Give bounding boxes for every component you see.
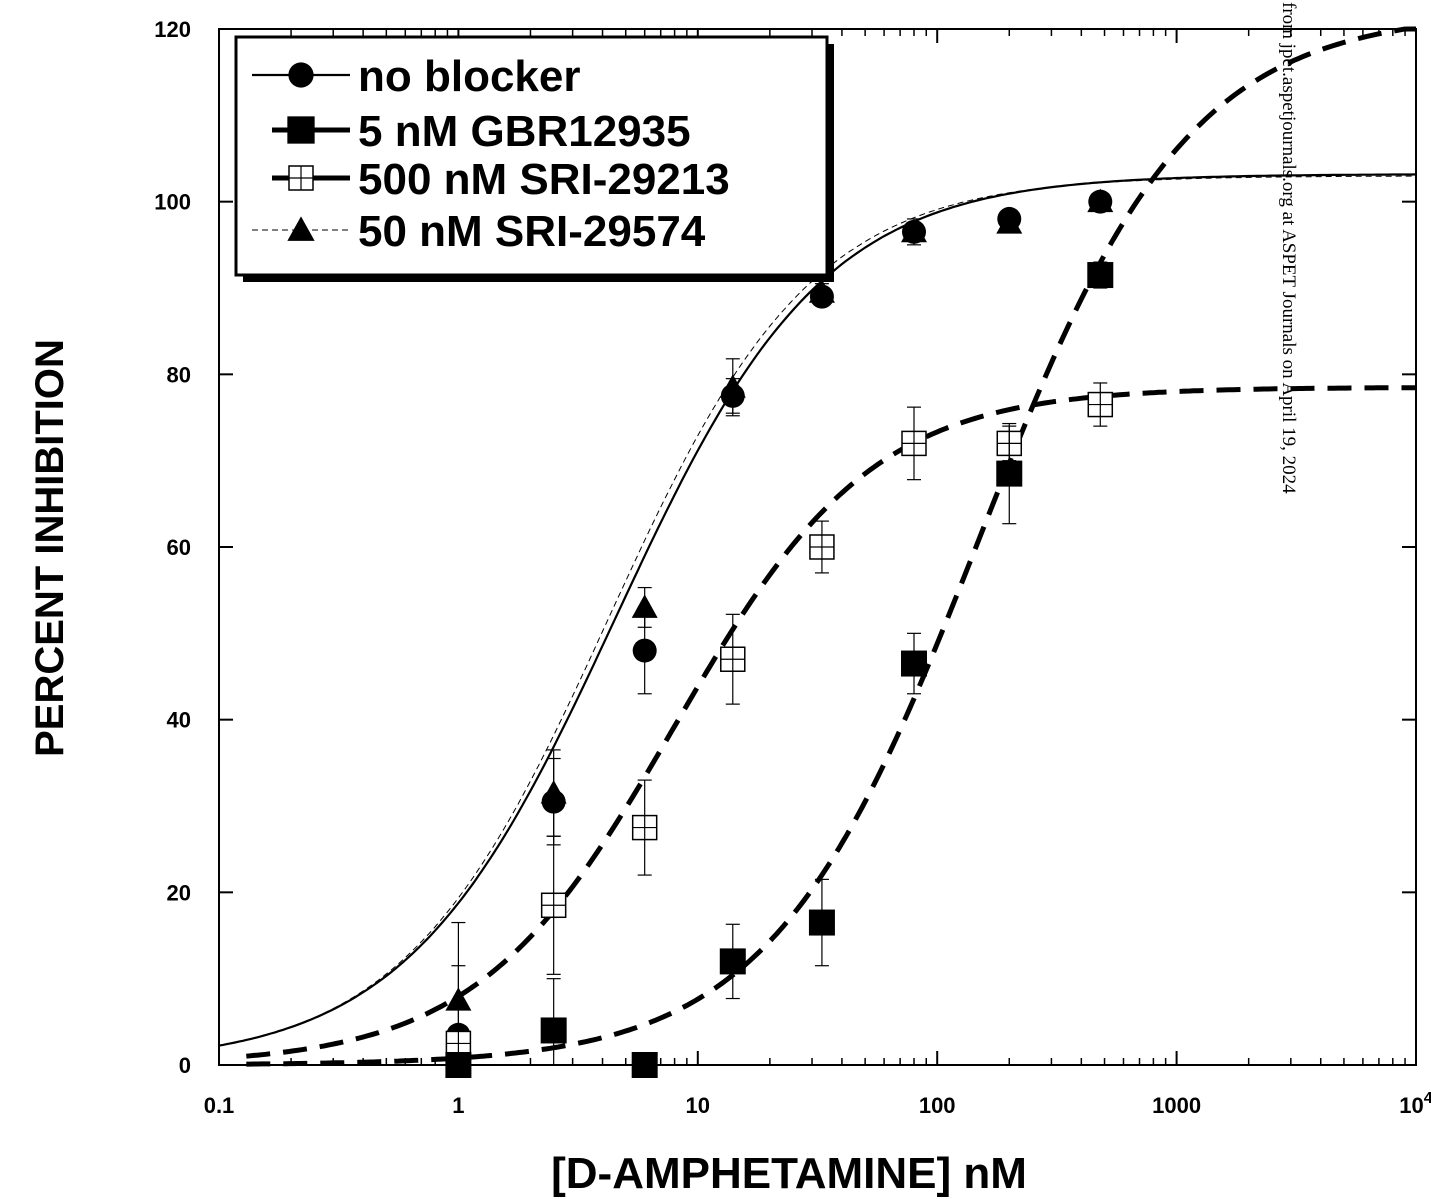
fit-curve [218, 173, 1417, 1047]
marker-open-square [901, 430, 927, 457]
x-axis-title: [D-AMPHETAMINE] nM [551, 1149, 1027, 1198]
y-tick-label: 100 [154, 190, 191, 215]
x-tick-label: 1 [452, 1093, 464, 1118]
marker-square [540, 1017, 567, 1044]
marker-open-square [540, 892, 567, 919]
x-tick-label: 10 [686, 1093, 710, 1118]
marker-circle [1088, 189, 1113, 214]
plot-area: 0 20 40 60 80 100 120 0.1 1 10 100 1000 104 [154, 17, 1431, 1118]
y-tick-label: 120 [154, 17, 191, 42]
marker-triangle [287, 216, 315, 241]
data-points [445, 188, 1114, 1078]
marker-circle [541, 789, 566, 814]
marker-open-square [720, 646, 746, 672]
watermark-text: from jpet.aspetjournals.org at ASPET Jou… [1278, 2, 1299, 494]
marker-open-square [288, 165, 314, 191]
marker-open-square [445, 1030, 472, 1057]
marker-square [287, 116, 315, 144]
y-tick-label: 60 [167, 535, 191, 560]
legend-label: no blocker [358, 52, 581, 101]
marker-square [808, 909, 835, 936]
y-tick-label: 80 [167, 362, 191, 387]
marker-square [900, 650, 927, 677]
legend-label: 50 nM SRI-29574 [358, 207, 706, 256]
y-tick-label: 40 [167, 708, 191, 733]
y-tick-label: 0 [179, 1053, 191, 1078]
marker-square [996, 460, 1023, 487]
x-tick-label: 1000 [1152, 1093, 1201, 1118]
x-tick-label: 104 [1399, 1090, 1431, 1118]
y-axis-title: PERCENT INHIBITION [28, 339, 72, 757]
marker-square [719, 948, 746, 975]
legend-label: 500 nM SRI-29213 [358, 155, 730, 204]
series-filled-circle [446, 189, 1113, 1066]
marker-open-square [1087, 391, 1114, 418]
marker-circle [809, 284, 834, 309]
marker-square [445, 1052, 472, 1078]
marker-circle [288, 62, 314, 88]
marker-square [1087, 262, 1114, 289]
legend-box [234, 35, 829, 277]
marker-circle [901, 219, 926, 244]
marker-square [631, 1052, 658, 1078]
fit-curve [246, 26, 1416, 1067]
x-tick-label: 100 [919, 1093, 956, 1118]
marker-circle [720, 383, 745, 408]
y-tick-label: 20 [167, 880, 191, 905]
x-tick-label: 0.1 [204, 1093, 235, 1118]
marker-open-square [631, 814, 658, 841]
series-filled-square [445, 261, 1114, 1078]
marker-circle [632, 638, 657, 663]
legend-label: 5 nM GBR12935 [358, 107, 691, 156]
marker-triangle [631, 594, 658, 618]
marker-open-square [809, 534, 835, 560]
marker-circle [997, 206, 1022, 231]
fit-curve [246, 385, 1416, 1059]
